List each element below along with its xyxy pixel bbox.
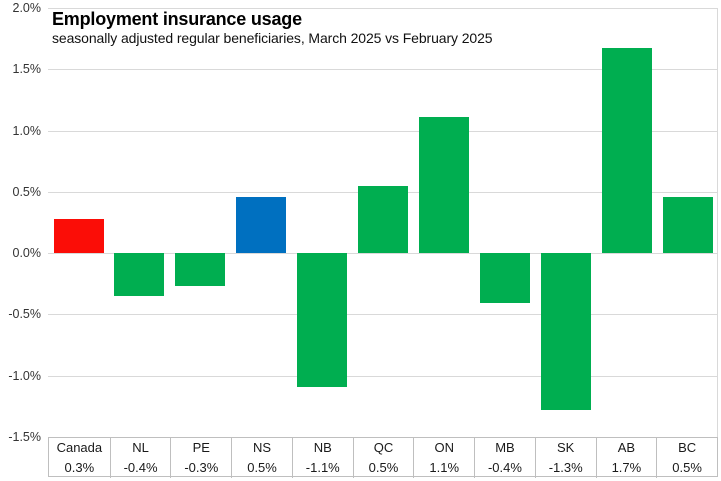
bar-on bbox=[418, 117, 469, 254]
bar-ns bbox=[236, 196, 287, 254]
chart-subtitle: seasonally adjusted regular beneficiarie… bbox=[52, 30, 493, 46]
chart-header: Employment insurance usage seasonally ad… bbox=[52, 9, 493, 47]
plot-right-border bbox=[717, 8, 718, 477]
table-category-label: BC bbox=[656, 438, 717, 458]
table-category-label: SK bbox=[534, 438, 596, 458]
category-value-table: Canada 0.3% NL -0.4% PE -0.3% NS 0.5% NB -1.1% QC 0… bbox=[48, 437, 718, 478]
gridline bbox=[48, 69, 718, 70]
y-tick-label: 0.0% bbox=[12, 246, 42, 260]
gridline bbox=[48, 376, 718, 377]
table-category-label: NL bbox=[109, 438, 171, 458]
table-value-label: 1.1% bbox=[413, 458, 474, 478]
table-category-label: Canada bbox=[56, 440, 103, 455]
table-category-label: QC bbox=[352, 438, 414, 458]
table-value-label: 0.5% bbox=[656, 458, 717, 478]
gridline bbox=[48, 253, 718, 254]
table-value-label: -0.4% bbox=[109, 458, 171, 478]
table-value-label: 0.5% bbox=[231, 458, 292, 478]
y-tick-label: -1.0% bbox=[8, 369, 41, 383]
y-tick-label: 1.5% bbox=[12, 62, 42, 76]
bar-mb bbox=[479, 253, 530, 304]
table-category-label: AB bbox=[595, 438, 657, 458]
bar-bc bbox=[662, 196, 713, 254]
y-tick-label: 1.0% bbox=[12, 124, 42, 138]
table-value-label: 1.7% bbox=[595, 458, 657, 478]
table-category-label: PE bbox=[170, 438, 231, 458]
y-tick-label: 2.0% bbox=[12, 1, 42, 15]
table-value-label: -1.3% bbox=[534, 458, 596, 478]
table-value-label: -1.1% bbox=[291, 458, 353, 478]
gridline bbox=[48, 8, 718, 9]
table-value-label: 0.5% bbox=[352, 458, 414, 478]
bar-ab bbox=[601, 48, 652, 254]
table-value-label: 0.3% bbox=[64, 460, 95, 475]
bar-pe bbox=[175, 253, 226, 287]
table-value-label: -0.4% bbox=[474, 458, 535, 478]
y-tick-label: -1.5% bbox=[8, 430, 41, 444]
table-category-label: ON bbox=[413, 438, 474, 458]
y-tick-label: -0.5% bbox=[8, 307, 41, 321]
table-value-label: -0.3% bbox=[170, 458, 231, 478]
chart-title: Employment insurance usage bbox=[52, 9, 302, 29]
gridline bbox=[48, 131, 718, 132]
bar-qc bbox=[358, 185, 408, 254]
y-tick-label: 0.5% bbox=[12, 185, 42, 199]
table-category-label: MB bbox=[474, 438, 535, 458]
bar-nb bbox=[297, 253, 348, 387]
table-category-label: NB bbox=[291, 438, 353, 458]
table-category-label: NS bbox=[231, 438, 292, 458]
bar-canada bbox=[53, 218, 104, 254]
gridline bbox=[48, 314, 718, 315]
bar-sk bbox=[540, 253, 591, 410]
bar-nl bbox=[114, 253, 165, 296]
